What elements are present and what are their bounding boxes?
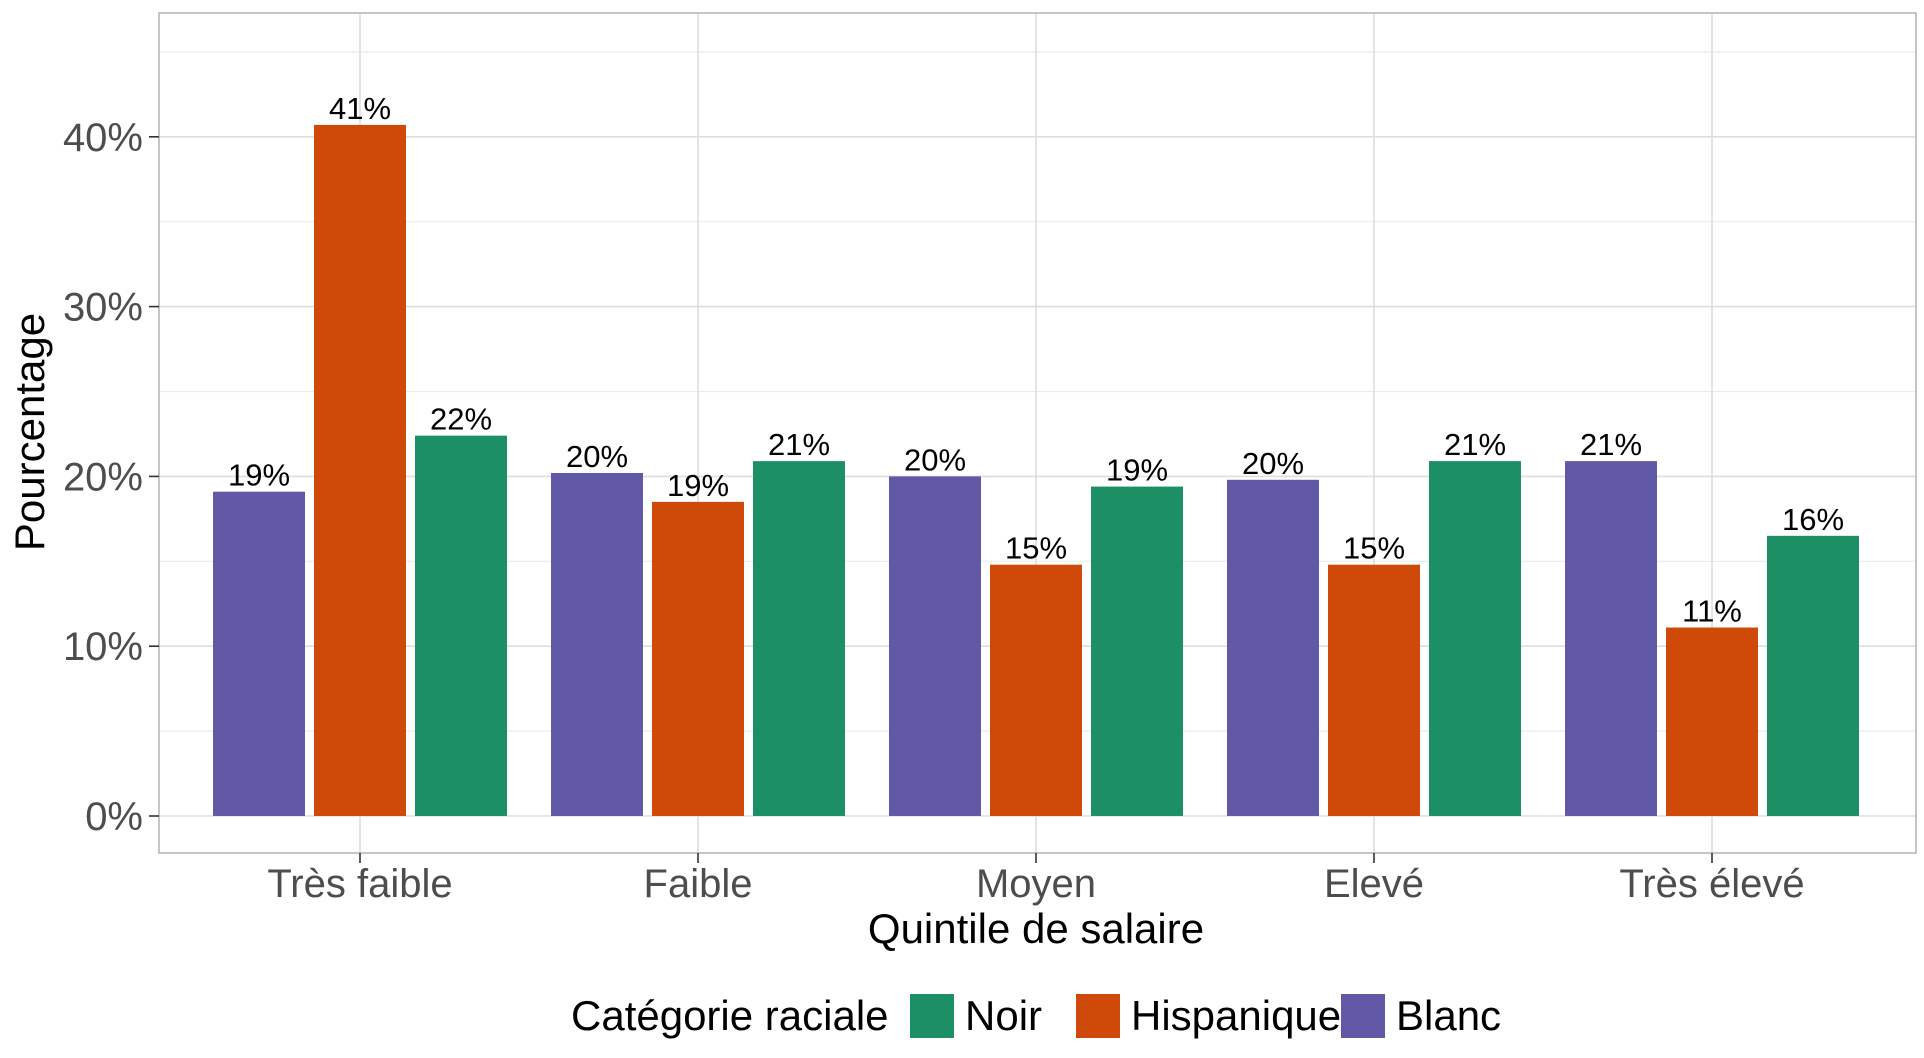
legend-key-blanc <box>1341 994 1385 1038</box>
plot-panel-border <box>158 12 1917 854</box>
legend-key-hispanique <box>1076 994 1120 1038</box>
y-axis-ticks: 0% 10% 20% 30% 40% <box>63 116 159 839</box>
legend-label-hispanique: Hispanique <box>1131 992 1341 1039</box>
data-label: 21% <box>1444 427 1506 462</box>
bar-hispanique-3 <box>990 564 1082 816</box>
x-axis-title: Quintile de salaire <box>868 905 1204 952</box>
legend: Catégorie raciale Noir Hispanique Blanc <box>571 992 1501 1039</box>
y-tick-label: 10% <box>63 625 143 669</box>
bars <box>213 124 1859 816</box>
bar-hispanique-1 <box>314 124 406 816</box>
data-label: 41% <box>329 91 391 126</box>
bar-noir-5 <box>1767 535 1859 816</box>
bar-noir-1 <box>415 435 507 816</box>
legend-key-noir <box>910 994 954 1038</box>
y-tick-label: 30% <box>63 286 143 330</box>
data-label: 20% <box>1242 446 1304 481</box>
bar-blanc-3 <box>889 476 981 816</box>
legend-title: Catégorie raciale <box>571 992 889 1039</box>
legend-label-noir: Noir <box>965 992 1042 1039</box>
y-tick-label: 20% <box>63 455 143 499</box>
bar-blanc-5 <box>1565 461 1657 816</box>
data-label: 19% <box>1106 453 1168 488</box>
bar-noir-2 <box>753 461 845 816</box>
x-tick-label: Très élevé <box>1619 862 1804 906</box>
data-label: 21% <box>768 427 830 462</box>
data-label: 22% <box>430 402 492 437</box>
data-label: 20% <box>904 442 966 477</box>
x-axis-ticks: Très faible Faible Moyen Elevé Très élevé <box>267 853 1805 906</box>
y-tick-label: 0% <box>85 795 143 839</box>
bar-blanc-2 <box>551 473 643 816</box>
data-labels: 19% 41% 22% 20% 19% 21% 20% 15% 19% 20% 15% 21% 21% 1… <box>228 91 1844 629</box>
data-label: 20% <box>566 439 628 474</box>
x-tick-label: Moyen <box>976 862 1096 906</box>
y-axis-title: Pourcentage <box>6 313 53 551</box>
bar-hispanique-5 <box>1666 627 1758 816</box>
data-label: 21% <box>1580 427 1642 462</box>
x-tick-label: Très faible <box>267 862 452 906</box>
bar-blanc-1 <box>213 491 305 816</box>
bar-blanc-4 <box>1227 479 1319 816</box>
data-label: 15% <box>1005 531 1067 566</box>
bar-hispanique-4 <box>1328 564 1420 816</box>
bar-noir-3 <box>1091 486 1183 816</box>
data-label: 11% <box>1682 594 1742 629</box>
bar-hispanique-2 <box>652 501 744 816</box>
data-label: 15% <box>1343 531 1405 566</box>
legend-label-blanc: Blanc <box>1396 992 1501 1039</box>
bar-noir-4 <box>1429 461 1521 816</box>
data-label: 16% <box>1782 502 1844 537</box>
x-tick-label: Elevé <box>1324 862 1424 906</box>
x-tick-label: Faible <box>644 862 753 906</box>
data-label: 19% <box>228 458 290 493</box>
y-tick-label: 40% <box>63 116 143 160</box>
data-label: 19% <box>667 468 729 503</box>
